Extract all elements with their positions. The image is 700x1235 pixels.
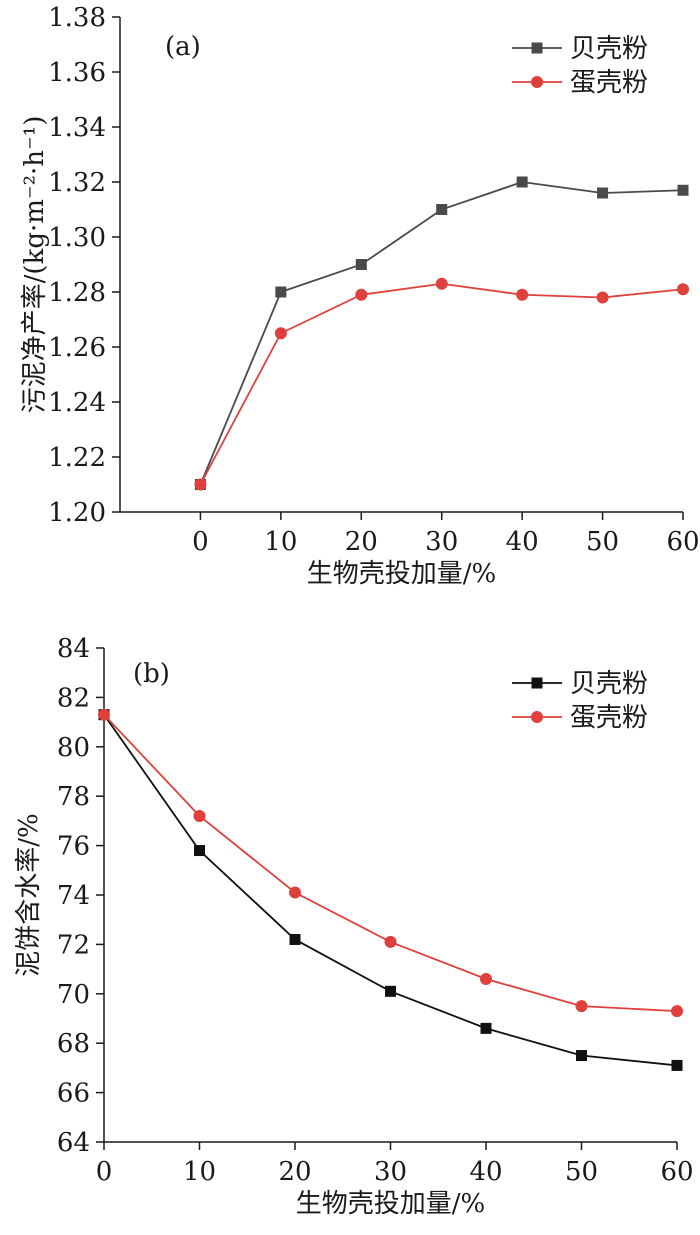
x-tick-label: 0 (192, 527, 209, 557)
y-tick-label: 76 (57, 832, 90, 862)
y-tick-label: 72 (57, 930, 90, 960)
legend-label: 贝壳粉 (570, 34, 648, 64)
y-axis-title: 污泥净产率/(kg·m⁻²·h⁻¹) (20, 116, 50, 414)
y-tick-label: 64 (57, 1128, 90, 1158)
series-line-shell (103, 714, 678, 1067)
data-point (480, 1022, 492, 1034)
legend-label: 贝壳粉 (570, 669, 648, 699)
y-tick-label: 1.28 (48, 278, 106, 308)
y-tick-label: 1.24 (48, 388, 106, 418)
data-point (516, 176, 528, 188)
x-axis-title: 生物壳投加量/% (296, 1189, 485, 1219)
data-point (194, 845, 205, 857)
y-tick-label: 1.30 (48, 223, 106, 253)
y-tick-label: 1.34 (48, 113, 106, 143)
y-tick-label: 1.26 (48, 333, 106, 363)
data-point (480, 972, 492, 985)
x-tick-label: 50 (586, 527, 619, 557)
y-tick-label: 70 (57, 980, 90, 1010)
data-point (194, 478, 207, 491)
y-tick-label: 78 (57, 782, 90, 812)
data-point (289, 886, 301, 899)
y-tick-label: 82 (57, 683, 90, 713)
x-tick-label: 40 (506, 527, 539, 557)
data-point (576, 1050, 587, 1062)
data-point (677, 283, 689, 296)
x-tick-label: 10 (183, 1157, 216, 1187)
data-point (193, 809, 206, 822)
data-point (596, 291, 609, 304)
panel-label: (b) (133, 659, 170, 689)
y-tick-label: 1.22 (48, 443, 106, 473)
series-line-shell (199, 181, 684, 485)
x-tick-label: 40 (469, 1157, 502, 1187)
data-point (436, 204, 448, 215)
data-point (385, 985, 396, 997)
data-point (671, 1059, 683, 1071)
series-line-eggshell (199, 282, 684, 485)
y-tick-label: 1.32 (48, 168, 106, 198)
data-point (516, 288, 529, 301)
data-point (384, 935, 397, 948)
x-tick-label: 60 (660, 1157, 693, 1187)
y-axis-title: 泥饼含水率/% (14, 813, 44, 976)
legend-marker (531, 42, 543, 54)
y-tick-label: 68 (57, 1029, 90, 1059)
legend-marker (531, 711, 543, 723)
data-point (435, 277, 448, 290)
x-tick-label: 30 (425, 527, 458, 557)
data-point (575, 1000, 588, 1013)
data-point (671, 1005, 683, 1018)
legend-label: 蛋壳粉 (570, 703, 648, 733)
x-axis-title: 生物壳投加量/% (307, 559, 496, 589)
data-point (274, 327, 287, 340)
y-tick-label: 84 (57, 634, 90, 664)
data-point (98, 708, 110, 721)
x-tick-label: 0 (96, 1157, 113, 1187)
chart-panel-a: 1.20 1.22 1.24 1.26 1.28 1.30 1.32 1.34 1.36 1.38… (20, 3, 700, 589)
data-point (597, 187, 609, 199)
data-point (355, 288, 368, 301)
y-tick-label: 1.36 (48, 58, 106, 88)
x-tick-label: 20 (345, 527, 378, 557)
x-tick-label: 20 (278, 1157, 311, 1187)
x-tick-label: 10 (264, 527, 297, 557)
panel-label: (a) (165, 32, 201, 62)
chart-panel-b: 64 66 68 70 72 74 76 78 80 82 84 0 10 20 30 40 50 60 生物壳投加… (14, 634, 694, 1219)
legend-marker (531, 677, 543, 689)
data-point (355, 259, 367, 270)
y-tick-label: 80 (57, 733, 90, 763)
x-tick-label: 50 (565, 1157, 598, 1187)
x-tick-label: 60 (666, 527, 699, 557)
legend-marker (531, 76, 543, 88)
y-tick-label: 74 (57, 881, 90, 911)
legend-label: 蛋壳粉 (570, 68, 648, 98)
y-tick-label: 1.38 (48, 3, 106, 33)
data-point (677, 184, 689, 196)
y-tick-label: 66 (57, 1079, 90, 1109)
y-tick-label: 1.20 (48, 498, 106, 528)
x-tick-label: 30 (374, 1157, 407, 1187)
data-point (275, 286, 287, 298)
series-line-eggshell (103, 714, 678, 1012)
data-point (289, 933, 301, 945)
